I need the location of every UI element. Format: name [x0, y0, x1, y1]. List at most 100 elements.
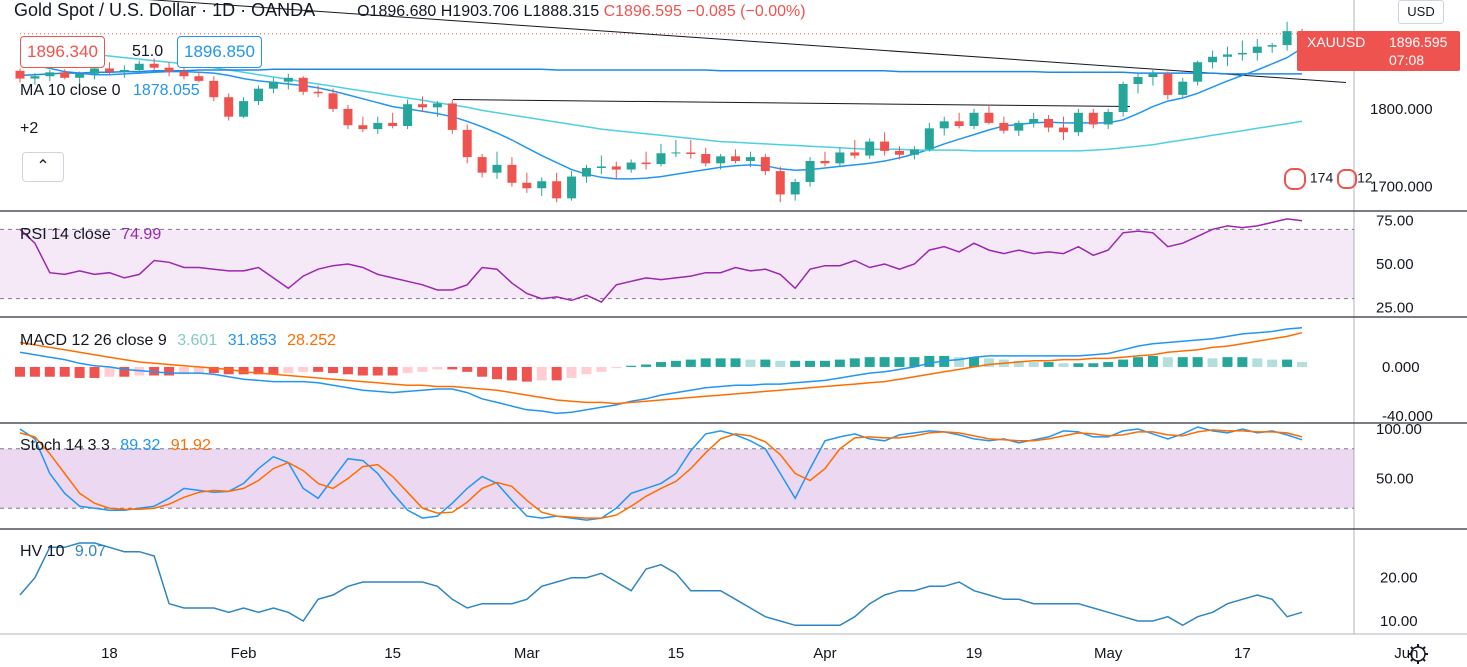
macd-histogram-bar — [864, 357, 875, 367]
stoch-title: Stoch 14 3 3 — [20, 437, 110, 454]
macd-histogram-bar — [506, 366, 517, 381]
candle-body — [850, 152, 860, 156]
macd-histogram-bar — [1192, 357, 1203, 367]
candle-body — [1208, 56, 1218, 63]
time-axis-tick-label: 19 — [966, 645, 983, 662]
macd-histogram-bar — [59, 366, 70, 377]
candle-body — [417, 104, 427, 108]
candle-body — [447, 103, 457, 130]
candle-body — [1193, 62, 1203, 82]
macd-histogram-bar — [1207, 358, 1218, 367]
candle-body — [686, 152, 696, 154]
macd-histogram-bar — [1073, 363, 1084, 367]
candle-body — [1163, 73, 1173, 95]
sell-price-button[interactable]: 1896.340 — [20, 36, 105, 68]
macd-axis-tick-label: -40.000 — [1382, 408, 1433, 425]
flag-icon — [1337, 169, 1358, 189]
ma10-legend: MA 10 close 0 1878.055 — [20, 82, 200, 100]
macd-histogram-bar — [432, 366, 443, 370]
currency-button[interactable]: USD — [1398, 0, 1444, 24]
hv-legend: HV 10 9.07 — [20, 543, 106, 561]
candle-body — [1058, 127, 1068, 133]
macd-title: MACD 12 26 close 9 — [20, 332, 167, 349]
candle-body — [522, 182, 532, 189]
events-badge[interactable]: 174 12 — [1284, 168, 1373, 190]
stoch-legend: Stoch 14 3 3 89.32 91.92 — [20, 437, 211, 455]
candle-body — [820, 161, 830, 164]
macd-histogram-bar — [670, 360, 681, 367]
macd-histogram-bar — [193, 366, 204, 374]
macd-histogram-bar — [1088, 363, 1099, 367]
ma10-title: MA 10 close 0 — [20, 82, 121, 99]
macd-histogram-bar — [760, 359, 771, 367]
macd-line — [19, 327, 1303, 415]
candle-body — [90, 68, 100, 74]
gear-icon-tooth — [1410, 646, 1414, 650]
rsi-line — [19, 218, 1303, 304]
candle-body — [581, 168, 591, 177]
indicator-count[interactable]: +2 — [20, 120, 39, 137]
events-count-a: 174 — [1309, 169, 1334, 186]
macd-histogram-bar — [208, 366, 219, 374]
last-price-value: 1896.595 — [1389, 34, 1448, 50]
candle-body — [179, 71, 189, 77]
rsi-axis-tick-label: 50.00 — [1376, 256, 1414, 273]
macd-histogram-bar — [89, 366, 100, 378]
collapse-legend-button[interactable]: ⌃ — [22, 152, 64, 182]
macd-histogram-bar — [492, 366, 503, 380]
macd-histogram-bar — [1252, 358, 1263, 367]
spread-value: 51.0 — [132, 43, 164, 60]
candle-body — [1088, 112, 1098, 125]
macd-histogram-bar — [342, 366, 353, 375]
buy-price-button[interactable]: 1896.850 — [177, 36, 262, 68]
candle-body — [671, 152, 681, 154]
macd-histogram-bar — [1103, 362, 1114, 367]
stoch-axis-tick-label: 100.00 — [1376, 421, 1422, 438]
hv-title: HV 10 — [20, 543, 65, 560]
ohlc-open: O1896.680 — [357, 3, 437, 20]
candle-body — [790, 182, 800, 195]
macd-histogram-bar — [715, 358, 726, 367]
macd-histogram-bar — [551, 366, 562, 381]
macd-histogram-bar — [477, 366, 488, 377]
candle-body — [567, 176, 577, 199]
candle-body — [1103, 112, 1113, 125]
candle-body — [865, 141, 875, 156]
hv-axis-tick-label: 10.00 — [1380, 613, 1418, 630]
macd-line-value: 31.853 — [227, 332, 277, 349]
stoch-axis-tick-label: 50.00 — [1376, 470, 1414, 487]
macd-histogram-bar — [685, 359, 696, 367]
macd-histogram-bar — [581, 366, 592, 375]
time-axis-tick-label: 15 — [668, 645, 685, 662]
moving-average-line — [19, 68, 1302, 77]
macd-histogram-bar — [357, 366, 368, 376]
candle-body — [403, 104, 413, 126]
macd-histogram-bar — [596, 366, 607, 372]
candle-body — [984, 112, 994, 123]
candle-body — [313, 91, 323, 94]
macd-histogram-bar — [29, 366, 40, 377]
macd-histogram-bar — [238, 366, 249, 375]
chevron-up-icon: ⌃ — [36, 158, 50, 175]
ohlc-change: −0.085 (−0.00%) — [686, 3, 806, 20]
stoch-d-line — [19, 429, 1303, 519]
macd-histogram-bar — [44, 366, 55, 377]
hv-axis-tick-label: 20.00 — [1380, 570, 1418, 587]
macd-histogram-bar — [894, 357, 905, 367]
trend-line — [147, 0, 1347, 83]
macd-histogram-bar — [566, 366, 577, 378]
macd-histogram-bar — [1013, 360, 1024, 367]
macd-histogram-bar — [313, 366, 324, 372]
macd-histogram-bar — [387, 366, 398, 376]
last-price-countdown: 07:08 — [1389, 52, 1425, 68]
ohlc-close: C1896.595 — [603, 3, 682, 20]
macd-histogram-bar — [626, 365, 637, 367]
candle-body — [701, 154, 711, 164]
candle-body — [388, 122, 398, 126]
candle-body — [1282, 31, 1292, 46]
ohlc-high: H1903.706 — [440, 3, 520, 20]
time-axis-tick-label: 17 — [1234, 645, 1251, 662]
candle-body — [1029, 119, 1039, 123]
macd-histogram-bar — [1058, 363, 1069, 367]
